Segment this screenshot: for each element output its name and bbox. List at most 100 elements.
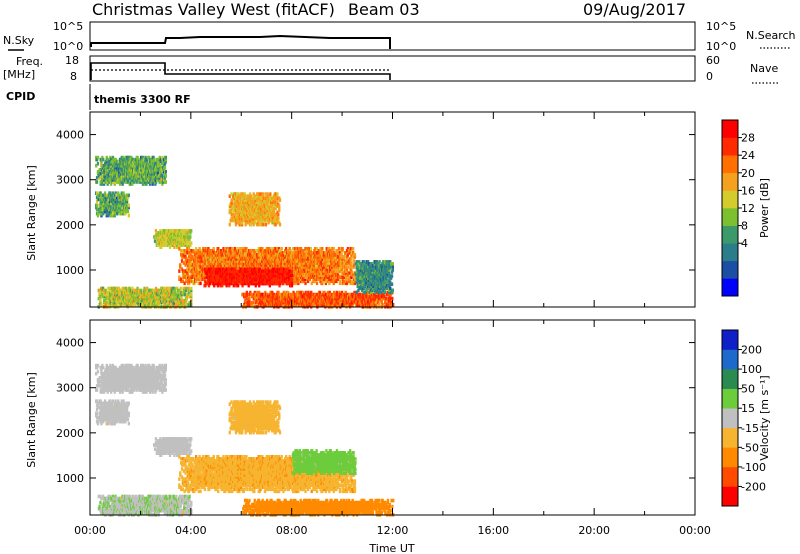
data-cell xyxy=(159,174,162,178)
data-cell xyxy=(189,243,192,247)
data-cell xyxy=(271,204,274,209)
data-cell xyxy=(273,214,276,219)
data-cell xyxy=(333,267,336,271)
data-cell xyxy=(234,212,238,217)
data-cell xyxy=(352,275,356,279)
data-cell xyxy=(141,155,145,160)
data-cell xyxy=(103,180,106,184)
data-cell xyxy=(334,263,337,267)
data-cell xyxy=(256,269,259,274)
data-cell xyxy=(270,200,273,205)
data-cell xyxy=(302,277,305,281)
data-cell xyxy=(316,251,319,255)
nave-label: Nave xyxy=(750,62,778,75)
data-cell xyxy=(210,263,214,267)
data-cell xyxy=(159,168,162,172)
data-cell xyxy=(244,281,247,286)
data-cell xyxy=(187,235,190,239)
data-cell xyxy=(151,159,154,164)
data-cell xyxy=(164,243,167,247)
data-cell xyxy=(258,194,261,198)
data-cell xyxy=(308,277,312,281)
data-cell xyxy=(156,243,159,247)
data-cell xyxy=(274,247,277,251)
data-cell xyxy=(106,211,109,216)
data-cell xyxy=(337,265,341,269)
data-cell xyxy=(183,249,186,253)
data-cell xyxy=(302,273,305,277)
data-cell xyxy=(194,277,197,281)
data-cell xyxy=(140,180,143,184)
data-cell xyxy=(208,265,211,269)
data-cell xyxy=(191,255,194,259)
data-cell xyxy=(274,194,277,198)
data-cell xyxy=(161,170,164,174)
data-cell xyxy=(125,197,129,202)
data-cell xyxy=(295,281,298,286)
data-cell xyxy=(152,155,155,160)
data-cell xyxy=(341,249,344,253)
data-cell xyxy=(285,249,288,253)
data-cell xyxy=(120,180,123,184)
data-cell xyxy=(220,281,223,286)
data-cell xyxy=(204,259,207,263)
data-cell xyxy=(340,253,343,257)
data-cell xyxy=(116,193,119,198)
data-cell xyxy=(255,216,258,221)
data-cell xyxy=(150,157,153,162)
data-cell xyxy=(328,281,331,286)
data-cell xyxy=(107,168,110,172)
data-cell xyxy=(158,155,161,160)
data-cell xyxy=(289,249,292,253)
data-cell xyxy=(237,283,240,288)
data-cell xyxy=(230,267,234,272)
data-cell xyxy=(352,273,355,277)
data-cell xyxy=(228,251,231,255)
data-cell xyxy=(314,247,317,251)
data-cell xyxy=(349,267,352,271)
data-cell xyxy=(99,199,102,204)
data-cell xyxy=(205,251,208,255)
data-cell xyxy=(304,277,307,281)
data-cell xyxy=(119,195,122,200)
data-cell xyxy=(204,263,207,267)
data-cell xyxy=(209,249,212,253)
data-cell xyxy=(276,220,279,225)
data-cell xyxy=(319,253,322,257)
nsky-label: N.Sky xyxy=(3,34,35,47)
data-cell xyxy=(315,281,319,286)
data-cell xyxy=(219,249,222,253)
data-cell xyxy=(247,253,250,257)
data-cell xyxy=(278,208,281,213)
data-cell xyxy=(314,251,317,255)
data-cell xyxy=(98,172,101,176)
data-cell xyxy=(156,165,160,170)
data-cell xyxy=(255,281,258,286)
data-cell xyxy=(195,257,199,261)
data-cell xyxy=(243,192,246,196)
data-cell xyxy=(246,251,249,255)
data-cell xyxy=(116,176,119,180)
data-cell xyxy=(118,193,121,198)
data-cell xyxy=(310,281,313,286)
data-cell xyxy=(271,212,274,217)
data-cell xyxy=(252,218,255,223)
data-cell xyxy=(297,279,300,284)
data-cell xyxy=(212,247,215,251)
data-cell xyxy=(101,155,104,160)
data-cell xyxy=(155,157,159,162)
data-cell xyxy=(352,263,356,267)
data-cell xyxy=(158,163,161,168)
data-cell xyxy=(313,249,316,253)
data-cell xyxy=(123,209,126,214)
data-cell xyxy=(306,277,309,281)
data-cell xyxy=(307,275,311,279)
data-cell xyxy=(228,283,231,288)
data-cell xyxy=(220,269,223,274)
data-cell xyxy=(323,253,327,257)
data-cell xyxy=(350,265,353,269)
data-cell xyxy=(164,180,167,184)
data-cell xyxy=(259,222,262,227)
data-cell xyxy=(232,212,235,217)
data-cell xyxy=(204,279,207,284)
